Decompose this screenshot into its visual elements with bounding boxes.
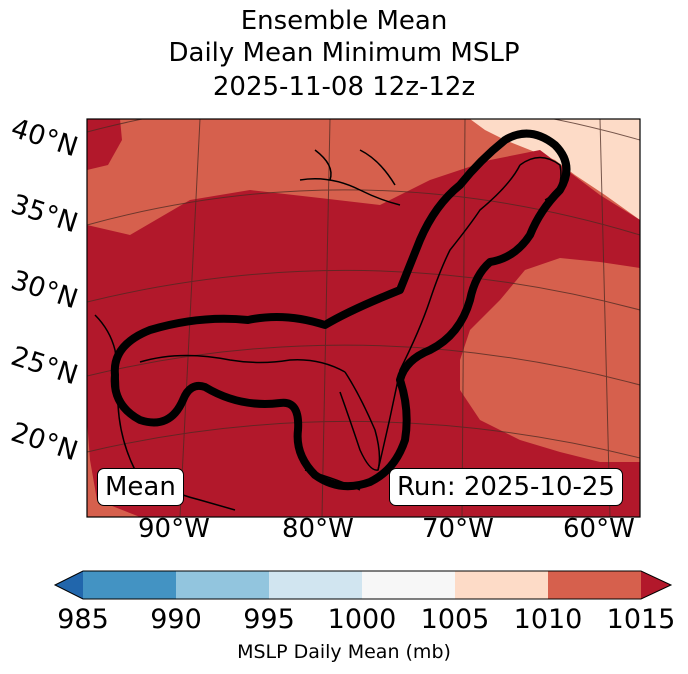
- cb-tick-990: 990: [150, 604, 202, 635]
- contour-1015: [110, 129, 571, 491]
- cb-tick-1000: 1000: [327, 604, 397, 635]
- lon-label-80w: 80°W: [282, 514, 354, 544]
- colorbar-extend-low: [55, 571, 83, 599]
- run-label-box: Run: 2025-10-25: [389, 468, 623, 506]
- cb-tick-985: 985: [57, 604, 109, 635]
- colorbar-segment: [548, 571, 641, 599]
- cb-tick-1005: 1005: [420, 604, 490, 635]
- map-frame: [86, 118, 641, 518]
- title-line-3: 2025-11-08 12z-12z: [212, 72, 476, 102]
- cb-tick-995: 995: [243, 604, 295, 635]
- pressure-band-1015: [87, 150, 640, 517]
- pressure-band-1015-nw: [87, 119, 122, 170]
- colorbar-label: MSLP Daily Mean (mb): [237, 641, 451, 663]
- lon-label-60w: 60°W: [563, 514, 635, 544]
- colorbar-segment: [269, 571, 362, 599]
- colorbar-outline: [53, 570, 673, 600]
- cb-tick-1015: 1015: [606, 604, 676, 635]
- colorbar-segment: [83, 571, 176, 599]
- title-line-1: Ensemble Mean: [240, 6, 448, 36]
- colorbar-segment: [176, 571, 269, 599]
- mean-label-box: Mean: [97, 468, 184, 506]
- title-line-2: Daily Mean Minimum MSLP: [168, 38, 520, 68]
- colorbar-extend-high: [641, 571, 671, 599]
- colorbar-segment: [362, 571, 455, 599]
- colorbar-segment: [455, 571, 548, 599]
- lon-label-90w: 90°W: [138, 514, 210, 544]
- cb-tick-1010: 1010: [513, 604, 583, 635]
- lon-label-70w: 70°W: [422, 514, 494, 544]
- pressure-band-1005: [470, 119, 640, 220]
